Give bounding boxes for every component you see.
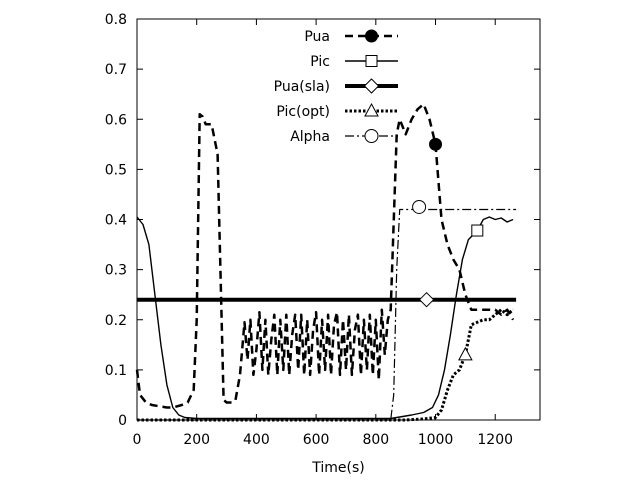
series-line-pua bbox=[135, 102, 515, 409]
series-marker-pic-opt bbox=[458, 346, 473, 361]
series-line-alpha bbox=[137, 208, 517, 421]
legend-marker-alpha bbox=[364, 129, 379, 143]
x-tick-label: 1000 bbox=[418, 432, 454, 448]
series-layer bbox=[135, 102, 517, 422]
legend-label-pic-opt: Pic(opt) bbox=[276, 104, 330, 120]
legend-label-pua: Pua bbox=[304, 29, 330, 45]
legend-label-alpha: Alpha bbox=[290, 129, 330, 145]
y-tick-label: 0.6 bbox=[105, 112, 127, 128]
legend: Pua Pic Pua(sla) Pic(opt) Alpha bbox=[274, 29, 398, 145]
y-tick-label: 0.4 bbox=[105, 213, 127, 229]
x-tick-label: 600 bbox=[303, 432, 330, 448]
legend-label-pic: Pic bbox=[310, 54, 330, 70]
x-tick-label: 400 bbox=[243, 432, 270, 448]
x-tick-label: 200 bbox=[183, 432, 210, 448]
x-axis-label: Time(s) bbox=[311, 460, 364, 476]
x-tick-label: 800 bbox=[362, 432, 389, 448]
y-tick-label: 0.2 bbox=[105, 313, 127, 329]
legend-marker-pic bbox=[365, 55, 378, 67]
axes-layer: 0 200 400 600 800 1000 1200 0 0.1 0.2 0.3 0.4 0.5 0.6… bbox=[105, 12, 541, 448]
y-tick-label: 0.5 bbox=[105, 162, 127, 178]
y-tick-label: 0.7 bbox=[105, 62, 127, 78]
y-tick-label: 0.8 bbox=[105, 12, 127, 28]
series-marker-alpha bbox=[412, 199, 427, 214]
legend-marker-pua-sla bbox=[363, 78, 380, 94]
series-marker-pua bbox=[429, 137, 443, 151]
x-tick-label: 0 bbox=[133, 432, 142, 448]
y-tick-label: 0.3 bbox=[105, 263, 127, 279]
series-marker-pic bbox=[471, 224, 484, 237]
legend-marker-pic-opt bbox=[364, 102, 379, 117]
series-marker-pua-sla bbox=[418, 291, 435, 308]
legend-marker-pua bbox=[365, 29, 378, 43]
y-tick-label: 0 bbox=[118, 413, 127, 429]
x-tick-label: 1200 bbox=[477, 432, 513, 448]
y-tick-label: 0.1 bbox=[105, 363, 127, 379]
legend-label-pua-sla: Pua(sla) bbox=[274, 79, 330, 95]
